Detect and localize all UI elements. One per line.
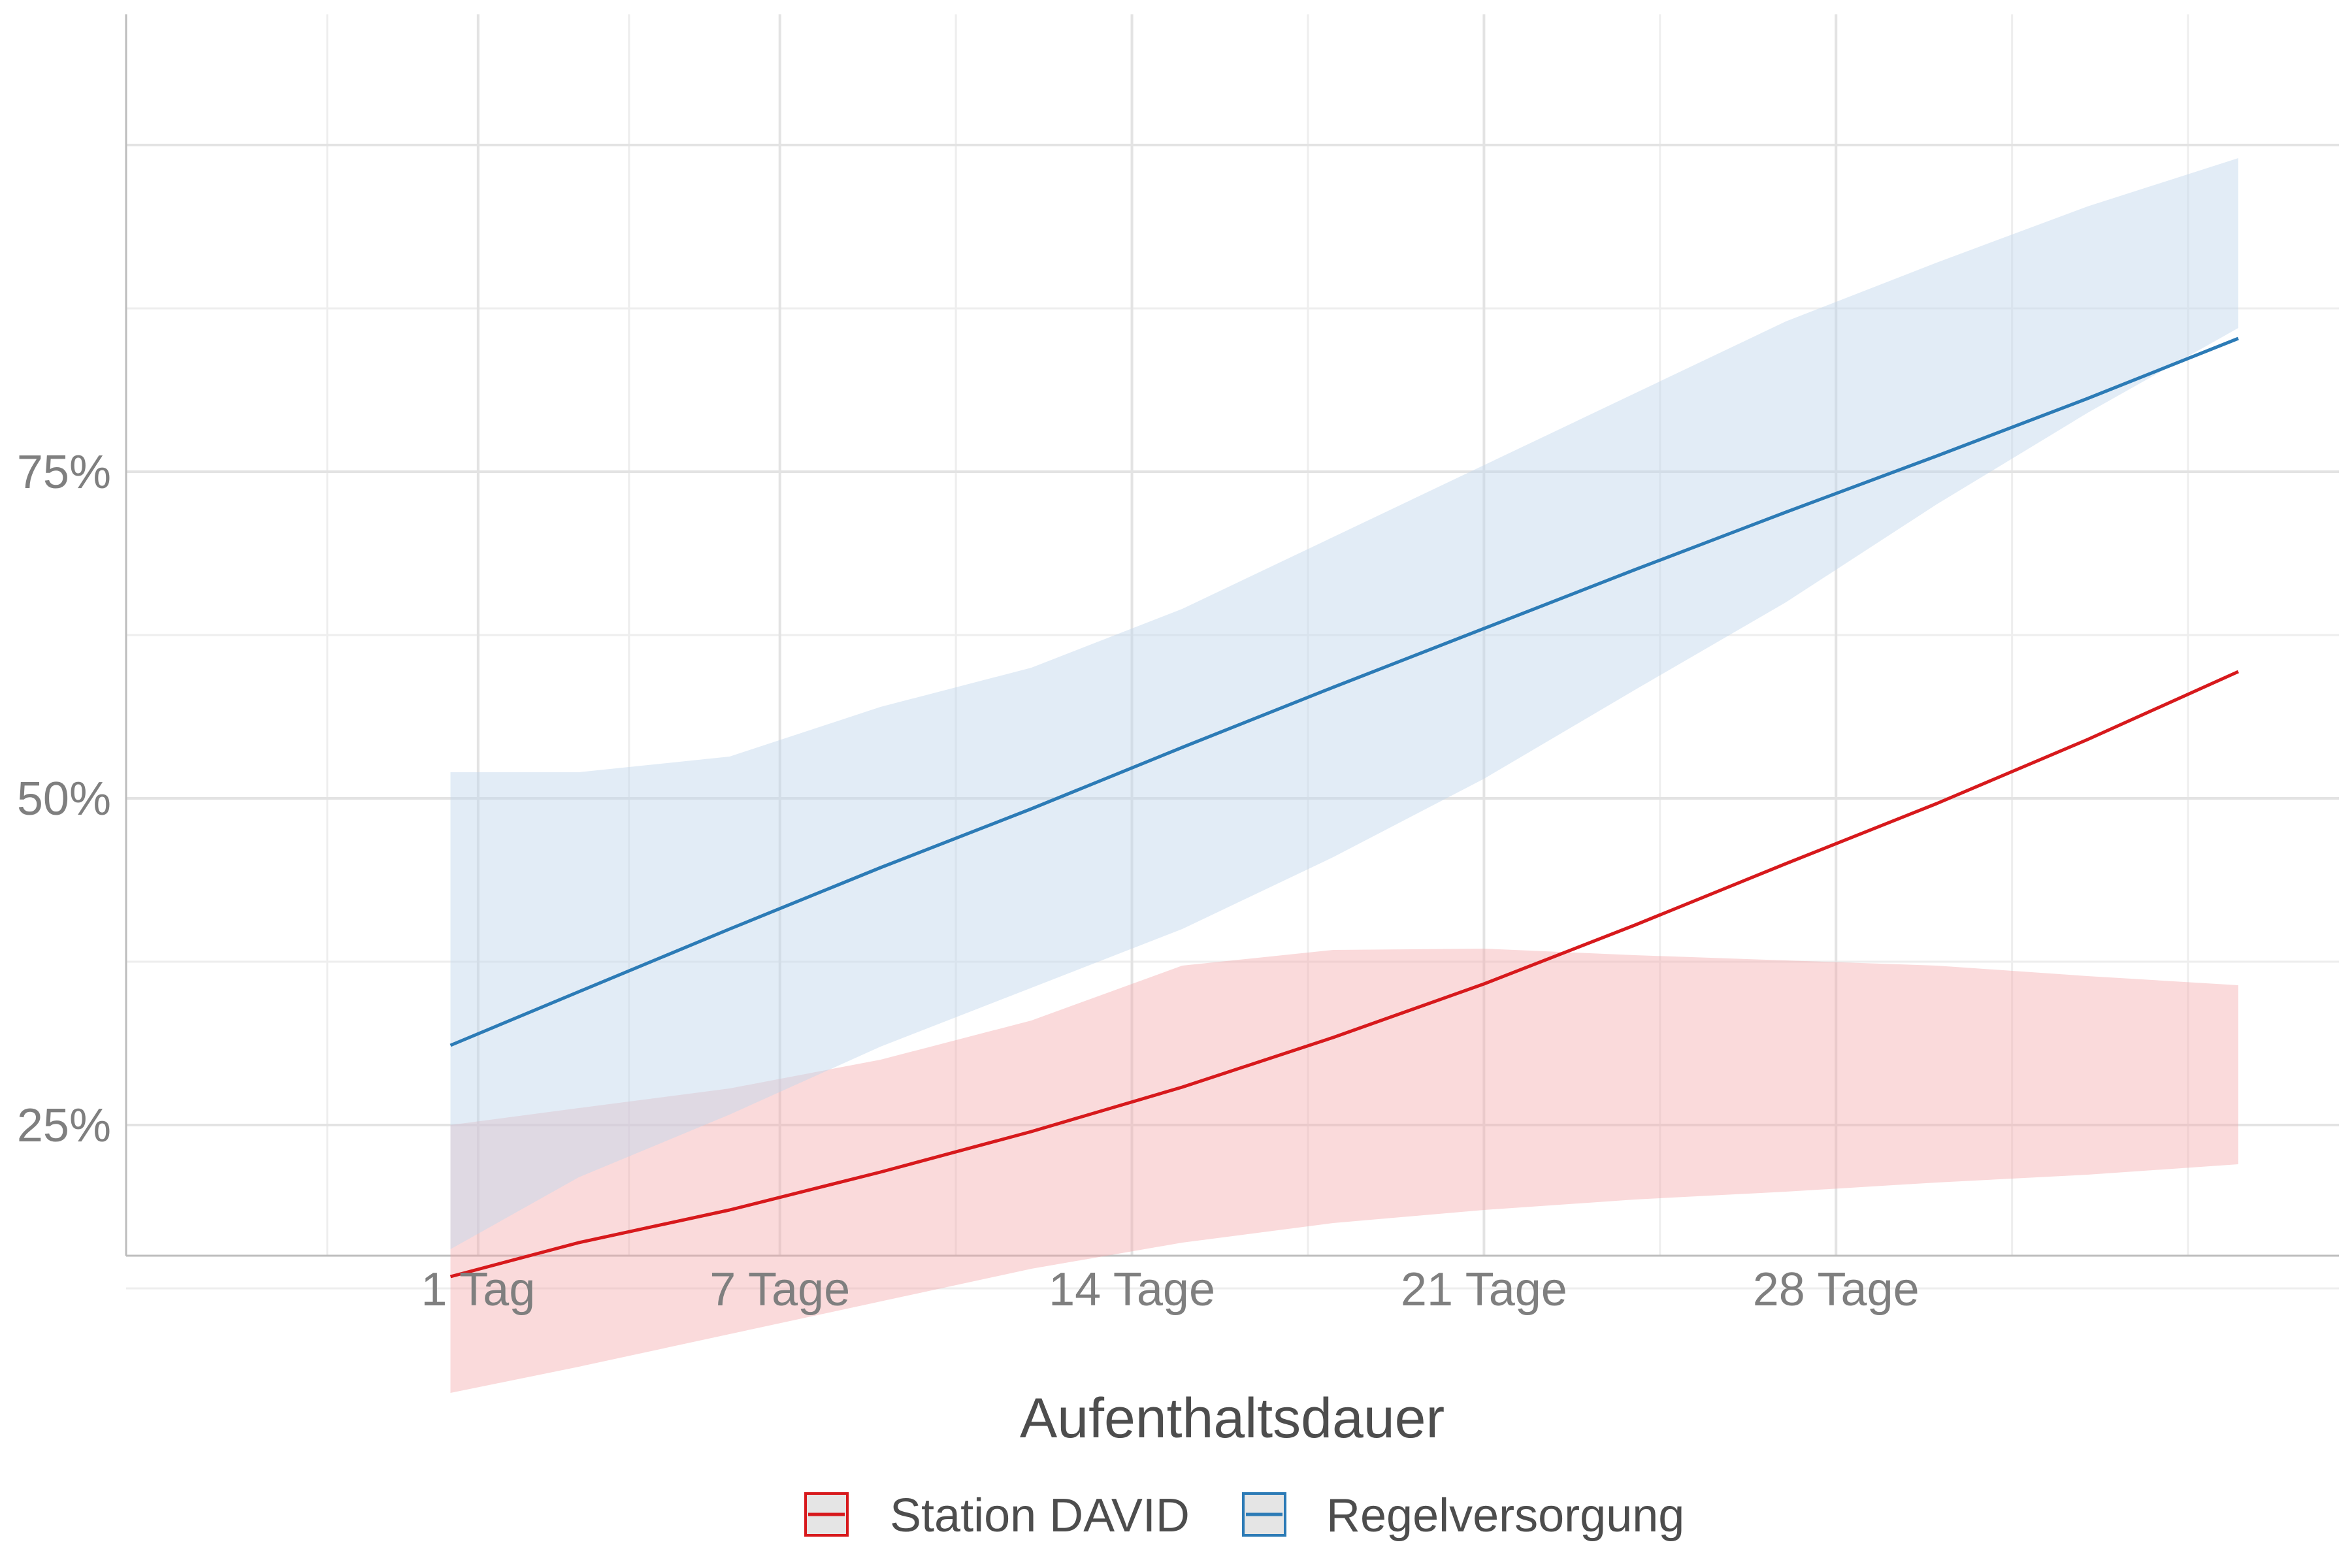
confidence-ribbons <box>450 158 2238 1393</box>
legend-label-station-david: Station DAVID <box>890 1490 1190 1542</box>
x-axis-title: Aufenthaltsdauer <box>1020 1387 1445 1450</box>
series-lines <box>449 336 2240 1279</box>
axes <box>125 14 2339 1257</box>
y-tick-label: 50% <box>17 773 111 825</box>
ribbon-regelversorgung <box>450 158 2238 1249</box>
line-regelversorgung <box>449 336 2239 1047</box>
y-tick-label: 75% <box>17 446 111 498</box>
x-tick-label: 14 Tage <box>1049 1264 1215 1316</box>
minor-gridlines <box>126 14 2339 1290</box>
ribbon-station-david <box>450 949 2238 1393</box>
x-tick-label: 7 Tage <box>710 1264 850 1316</box>
y-tick-labels: 25% 50% 75% <box>17 446 111 1152</box>
legend-label-regelversorgung: Regelversorgung <box>1326 1490 1684 1542</box>
x-tick-labels: 1 Tag 7 Tage 14 Tage 21 Tage 28 Tage <box>421 1264 1919 1316</box>
x-tick-label: 21 Tage <box>1401 1264 1567 1316</box>
legend-item-regelversorgung: Regelversorgung <box>1242 1490 1684 1542</box>
legend: Station DAVID Regelversorgung <box>804 1490 1684 1542</box>
major-gridlines <box>126 14 2339 1256</box>
y-tick-label: 25% <box>17 1100 111 1152</box>
x-tick-label: 1 Tag <box>421 1264 535 1316</box>
legend-item-station-david: Station DAVID <box>804 1490 1190 1542</box>
line-station-david <box>449 670 2240 1279</box>
x-tick-label: 28 Tage <box>1753 1264 1919 1316</box>
